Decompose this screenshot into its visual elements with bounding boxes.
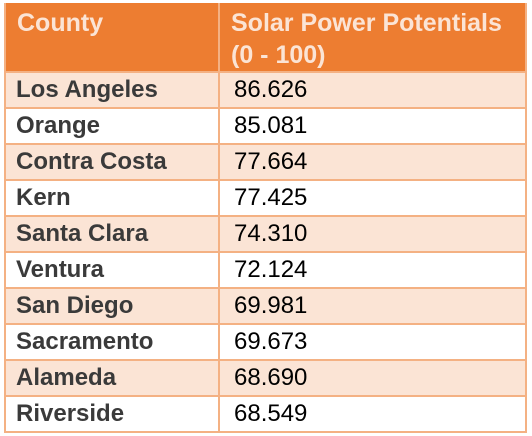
header-solar-potential: Solar Power Potentials (0 - 100): [218, 3, 527, 72]
table-row: Riverside 68.549: [4, 395, 527, 433]
value-cell: 77.664: [218, 143, 527, 181]
table-row: Los Angeles 86.626: [4, 71, 527, 109]
value-cell: 68.549: [218, 395, 527, 433]
table-row: Ventura 72.124: [4, 251, 527, 289]
county-cell: Sacramento: [4, 323, 220, 361]
header-county: County: [4, 3, 220, 72]
value-cell: 85.081: [218, 107, 527, 145]
table-row: Alameda 68.690: [4, 359, 527, 397]
table-header: County Solar Power Potentials (0 - 100): [4, 3, 527, 72]
table-row: San Diego 69.981: [4, 287, 527, 325]
value-cell: 69.981: [218, 287, 527, 325]
county-cell: Orange: [4, 107, 220, 145]
value-cell: 72.124: [218, 251, 527, 289]
county-cell: Kern: [4, 179, 220, 217]
county-cell: Los Angeles: [4, 71, 220, 109]
table-row: Kern 77.425: [4, 179, 527, 217]
table-body: Los Angeles 86.626 Orange 85.081 Contra …: [4, 71, 527, 433]
table-row: Orange 85.081: [4, 107, 527, 145]
table-row: Contra Costa 77.664: [4, 143, 527, 181]
header-row: County Solar Power Potentials (0 - 100): [4, 3, 527, 72]
solar-potential-table: County Solar Power Potentials (0 - 100) …: [4, 3, 527, 433]
table-row: Sacramento 69.673: [4, 323, 527, 361]
county-cell: Alameda: [4, 359, 220, 397]
county-cell: Ventura: [4, 251, 220, 289]
county-cell: Santa Clara: [4, 215, 220, 253]
value-cell: 77.425: [218, 179, 527, 217]
value-cell: 86.626: [218, 71, 527, 109]
county-cell: Riverside: [4, 395, 220, 433]
value-cell: 74.310: [218, 215, 527, 253]
county-cell: Contra Costa: [4, 143, 220, 181]
table-row: Santa Clara 74.310: [4, 215, 527, 253]
county-cell: San Diego: [4, 287, 220, 325]
value-cell: 69.673: [218, 323, 527, 361]
value-cell: 68.690: [218, 359, 527, 397]
